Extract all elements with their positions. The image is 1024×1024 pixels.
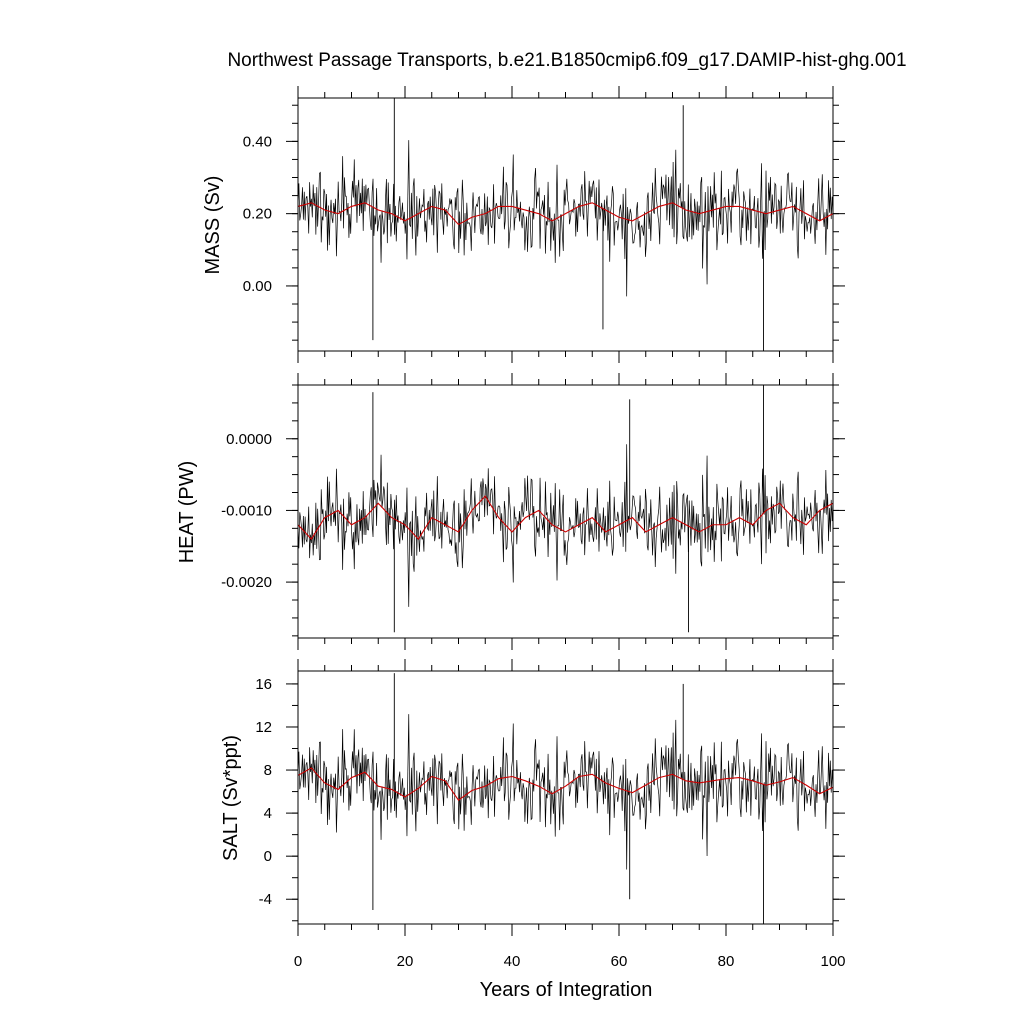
xtick-label: 20 (397, 953, 414, 970)
xtick-label: 100 (820, 953, 845, 970)
salt-ytick-label: 0 (264, 848, 272, 865)
mass-ytick-label: 0.40 (243, 133, 272, 150)
mass-plot-frame (297, 97, 834, 352)
heat-tick-layer: -0.0020 -0.0010 0.0000 (221, 373, 845, 650)
xtick-label: 0 (294, 953, 302, 970)
salt-ytick-label: 8 (264, 762, 272, 779)
heat-y-axis-label: HEAT (PW) (176, 461, 198, 564)
mass-monthly-series-line (297, 140, 834, 297)
mass-low-pass-line (297, 202, 834, 226)
chart-title: Northwest Passage Transports, b.e21.B185… (227, 50, 906, 71)
salt-ytick-label: -4 (259, 891, 272, 908)
salt-plot-frame (297, 670, 834, 925)
salt-series-layer (297, 673, 834, 924)
salt-low-pass-line (297, 767, 834, 801)
mass-y-axis-label: MASS (Sv) (202, 176, 224, 275)
salt-monthly-series-line (297, 714, 834, 870)
heat-ytick-label: 0.0000 (226, 431, 272, 448)
heat-ytick-label: -0.0020 (221, 574, 272, 591)
salt-ytick-label: 16 (255, 676, 272, 693)
mass-ytick-label: 0.20 (243, 206, 272, 223)
heat-plot-frame (297, 384, 834, 639)
salt-ytick-label: 4 (264, 805, 272, 822)
salt-panel: -4 0 4 8 12 16 0 20 40 60 80 100 SALT (Sv*ppt) (220, 659, 846, 970)
salt-ytick-label: 12 (255, 719, 272, 736)
heat-series-layer (297, 385, 834, 633)
x-axis-label: Years of Integration (480, 979, 653, 1001)
mass-panel: 0.00 0.20 0.40 MASS (Sv) (202, 86, 845, 363)
mass-ytick-label: 0.00 (243, 278, 272, 295)
heat-monthly-series-line (297, 444, 834, 607)
salt-tick-layer: -4 0 4 8 12 16 0 20 40 60 80 100 (255, 659, 846, 970)
mass-series-layer (297, 98, 834, 351)
mass-tick-layer: 0.00 0.20 0.40 (243, 86, 845, 363)
xtick-label: 80 (718, 953, 735, 970)
heat-low-pass-line (297, 495, 834, 540)
xtick-label: 60 (611, 953, 628, 970)
heat-ytick-label: -0.0010 (221, 502, 272, 519)
xtick-label: 40 (504, 953, 521, 970)
heat-panel: -0.0020 -0.0010 0.0000 HEAT (PW) (176, 373, 845, 650)
salt-y-axis-label: SALT (Sv*ppt) (220, 735, 242, 861)
